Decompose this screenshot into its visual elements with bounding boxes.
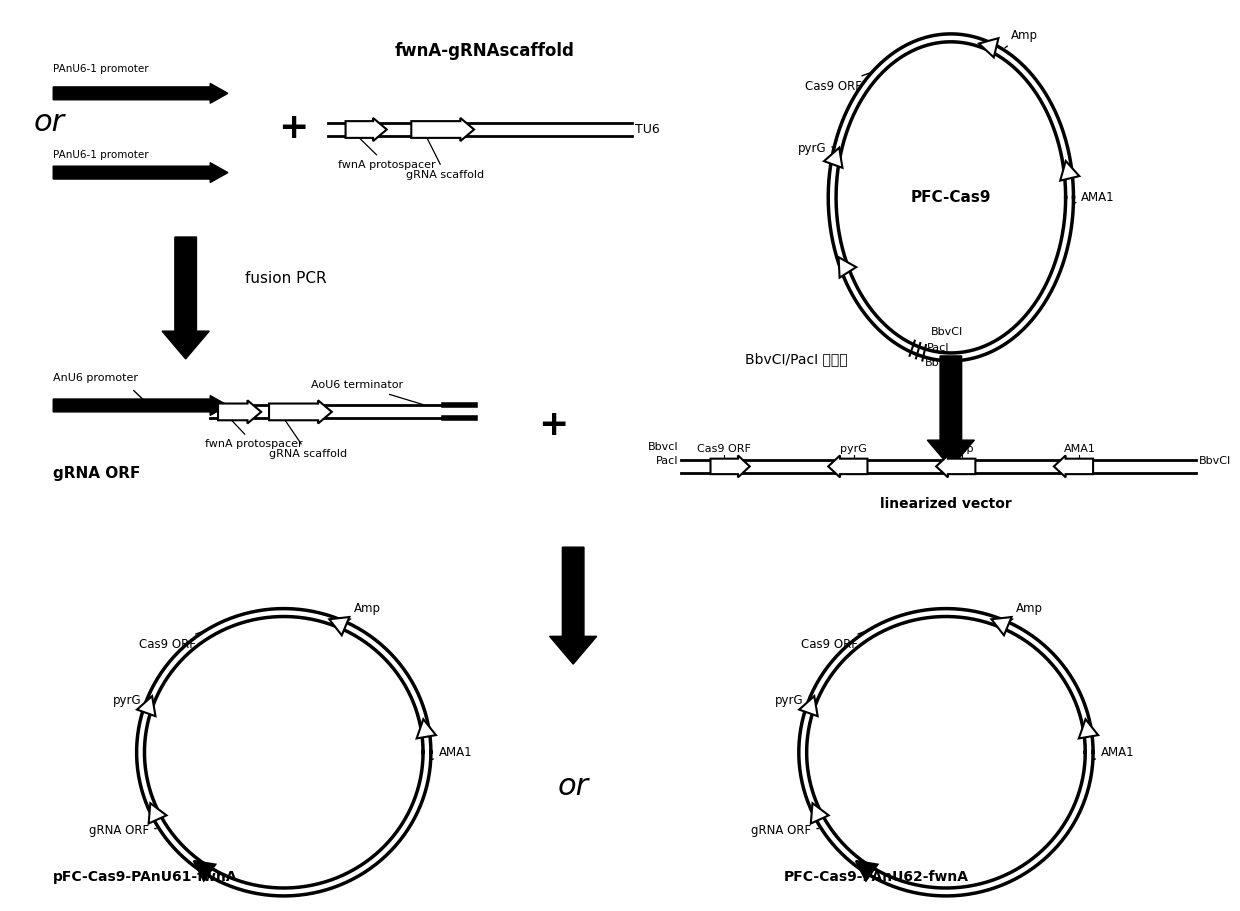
FancyArrow shape	[412, 118, 474, 141]
Text: fwnA-gRNAscaffold: fwnA-gRNAscaffold	[394, 42, 575, 60]
Text: pyrG: pyrG	[797, 142, 835, 156]
Text: Amp: Amp	[1004, 29, 1038, 47]
Text: AMA1: AMA1	[1064, 444, 1095, 454]
Polygon shape	[799, 696, 817, 716]
Text: Cas9 ORF: Cas9 ORF	[801, 631, 866, 650]
FancyArrow shape	[53, 395, 228, 415]
Text: Cas9 ORF: Cas9 ORF	[139, 631, 203, 650]
Text: fwnA protospacer: fwnA protospacer	[337, 138, 435, 169]
Text: BbvCI: BbvCI	[931, 327, 963, 337]
Text: Amp: Amp	[949, 444, 975, 454]
Text: BbvCI: BbvCI	[925, 358, 957, 368]
Text: gRNA ORF: gRNA ORF	[53, 466, 140, 481]
Text: gRNA scaffold: gRNA scaffold	[269, 421, 347, 459]
Text: linearized vector: linearized vector	[880, 496, 1012, 510]
Text: Cas9 ORF: Cas9 ORF	[697, 444, 751, 454]
Text: PFC-Cas9: PFC-Cas9	[910, 189, 991, 205]
Text: BbvCI/PacI 双酶切: BbvCI/PacI 双酶切	[745, 352, 847, 366]
Polygon shape	[856, 861, 878, 881]
Text: Cas9 ORF: Cas9 ORF	[805, 73, 869, 93]
Text: Amp: Amp	[348, 601, 381, 620]
Text: Amp: Amp	[1011, 601, 1043, 620]
Polygon shape	[1079, 719, 1099, 739]
Text: gRNA ORF: gRNA ORF	[751, 824, 818, 837]
Polygon shape	[978, 38, 998, 57]
Text: BbvcI: BbvcI	[647, 442, 678, 452]
FancyArrow shape	[549, 548, 596, 664]
Text: BbvCI: BbvCI	[1199, 456, 1231, 466]
Text: pyrG: pyrG	[841, 444, 867, 454]
Text: PacI: PacI	[926, 343, 950, 353]
Polygon shape	[149, 804, 166, 824]
Polygon shape	[417, 719, 436, 739]
Text: gRNA scaffold: gRNA scaffold	[407, 138, 485, 179]
FancyArrow shape	[936, 456, 976, 477]
Polygon shape	[992, 617, 1012, 635]
FancyArrow shape	[1054, 456, 1094, 477]
Text: fwnA protospacer: fwnA protospacer	[206, 420, 303, 449]
Text: pFC-Cas9-PAnU61-fwnA: pFC-Cas9-PAnU61-fwnA	[53, 870, 238, 884]
Text: AMA1: AMA1	[430, 746, 472, 760]
FancyArrow shape	[218, 400, 262, 424]
Text: pyrG: pyrG	[113, 694, 148, 707]
Text: TU6: TU6	[635, 123, 660, 136]
Text: fusion PCR: fusion PCR	[244, 271, 326, 286]
Text: AoU6 terminator: AoU6 terminator	[311, 380, 403, 390]
FancyArrow shape	[53, 84, 228, 103]
Polygon shape	[136, 696, 155, 716]
Text: or: or	[33, 108, 64, 137]
Text: PAnU6-1 promoter: PAnU6-1 promoter	[53, 149, 149, 159]
Polygon shape	[330, 617, 350, 635]
FancyArrow shape	[828, 456, 868, 477]
Text: pyrG: pyrG	[775, 694, 810, 707]
Polygon shape	[1060, 161, 1079, 180]
FancyArrow shape	[346, 118, 387, 141]
FancyArrow shape	[269, 400, 332, 424]
Text: PAnU6-1 promoter: PAnU6-1 promoter	[53, 64, 149, 74]
FancyArrow shape	[928, 356, 975, 468]
FancyArrow shape	[162, 237, 210, 359]
Text: +: +	[538, 408, 569, 442]
Text: AMA1: AMA1	[1074, 191, 1115, 204]
Polygon shape	[838, 257, 857, 278]
Text: gRNA ORF: gRNA ORF	[89, 824, 156, 837]
Text: PFC-Cas9-PAnU62-fwnA: PFC-Cas9-PAnU62-fwnA	[784, 870, 970, 884]
FancyArrow shape	[711, 456, 750, 477]
Text: or: or	[558, 773, 589, 802]
Text: AMA1: AMA1	[1092, 746, 1135, 760]
Polygon shape	[193, 861, 216, 881]
Text: +: +	[279, 111, 309, 145]
Polygon shape	[811, 804, 828, 824]
Polygon shape	[825, 148, 842, 168]
FancyArrow shape	[53, 163, 228, 182]
Text: PacI: PacI	[656, 456, 678, 466]
Text: AnU6 promoter: AnU6 promoter	[53, 373, 138, 383]
